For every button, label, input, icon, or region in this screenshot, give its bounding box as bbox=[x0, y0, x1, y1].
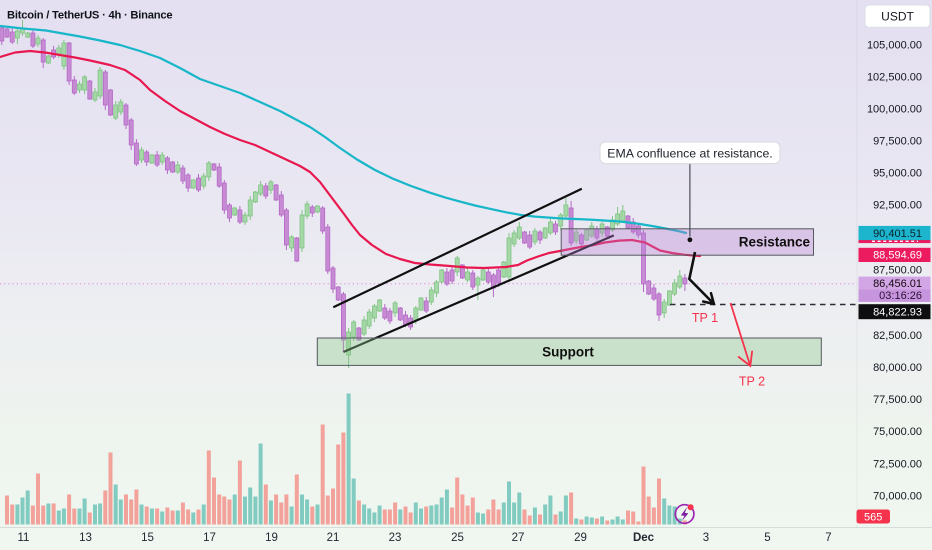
svg-text:Resistance: Resistance bbox=[739, 235, 811, 250]
svg-text:03:16:26: 03:16:26 bbox=[879, 290, 922, 302]
svg-text:92,500.00: 92,500.00 bbox=[873, 200, 922, 212]
svg-text:Bitcoin / TetherUS · 4h · Bina: Bitcoin / TetherUS · 4h · Binance bbox=[7, 10, 172, 22]
svg-text:87,500.00: 87,500.00 bbox=[873, 264, 922, 276]
svg-text:80,000.00: 80,000.00 bbox=[873, 362, 922, 374]
svg-text:95,000.00: 95,000.00 bbox=[873, 168, 922, 180]
svg-text:77,500.00: 77,500.00 bbox=[873, 394, 922, 406]
svg-text:75,000.00: 75,000.00 bbox=[873, 426, 922, 438]
svg-text:11: 11 bbox=[18, 532, 30, 544]
svg-text:82,500.00: 82,500.00 bbox=[873, 330, 922, 342]
svg-text:29: 29 bbox=[574, 532, 587, 544]
svg-text:TP 2: TP 2 bbox=[739, 375, 765, 389]
svg-text:13: 13 bbox=[79, 532, 92, 544]
svg-text:23: 23 bbox=[389, 532, 402, 544]
svg-text:27: 27 bbox=[512, 532, 525, 544]
svg-text:21: 21 bbox=[327, 532, 340, 544]
svg-text:105,000.00: 105,000.00 bbox=[867, 40, 922, 52]
svg-text:Dec: Dec bbox=[633, 532, 655, 544]
svg-text:102,500.00: 102,500.00 bbox=[867, 72, 922, 84]
svg-text:86,456.01: 86,456.01 bbox=[873, 278, 922, 290]
svg-text:88,594.69: 88,594.69 bbox=[873, 250, 922, 262]
svg-text:7: 7 bbox=[825, 532, 831, 544]
svg-text:5: 5 bbox=[764, 532, 770, 544]
svg-text:15: 15 bbox=[141, 532, 154, 544]
svg-text:TP 1: TP 1 bbox=[692, 311, 718, 325]
svg-text:Support: Support bbox=[542, 345, 594, 360]
svg-text:84,822.93: 84,822.93 bbox=[873, 307, 922, 319]
svg-text:72,500.00: 72,500.00 bbox=[873, 458, 922, 470]
svg-text:565: 565 bbox=[864, 511, 882, 523]
svg-text:90,401.51: 90,401.51 bbox=[873, 228, 922, 240]
svg-text:25: 25 bbox=[451, 532, 464, 544]
svg-text:70,000.00: 70,000.00 bbox=[873, 491, 922, 503]
svg-text:EMA confluence at resistance.: EMA confluence at resistance. bbox=[607, 146, 772, 160]
svg-text:USDT: USDT bbox=[881, 9, 914, 23]
svg-text:19: 19 bbox=[265, 532, 278, 544]
svg-text:3: 3 bbox=[703, 532, 709, 544]
svg-text:17: 17 bbox=[203, 532, 216, 544]
svg-text:100,000.00: 100,000.00 bbox=[867, 104, 922, 116]
svg-text:97,500.00: 97,500.00 bbox=[873, 136, 922, 148]
